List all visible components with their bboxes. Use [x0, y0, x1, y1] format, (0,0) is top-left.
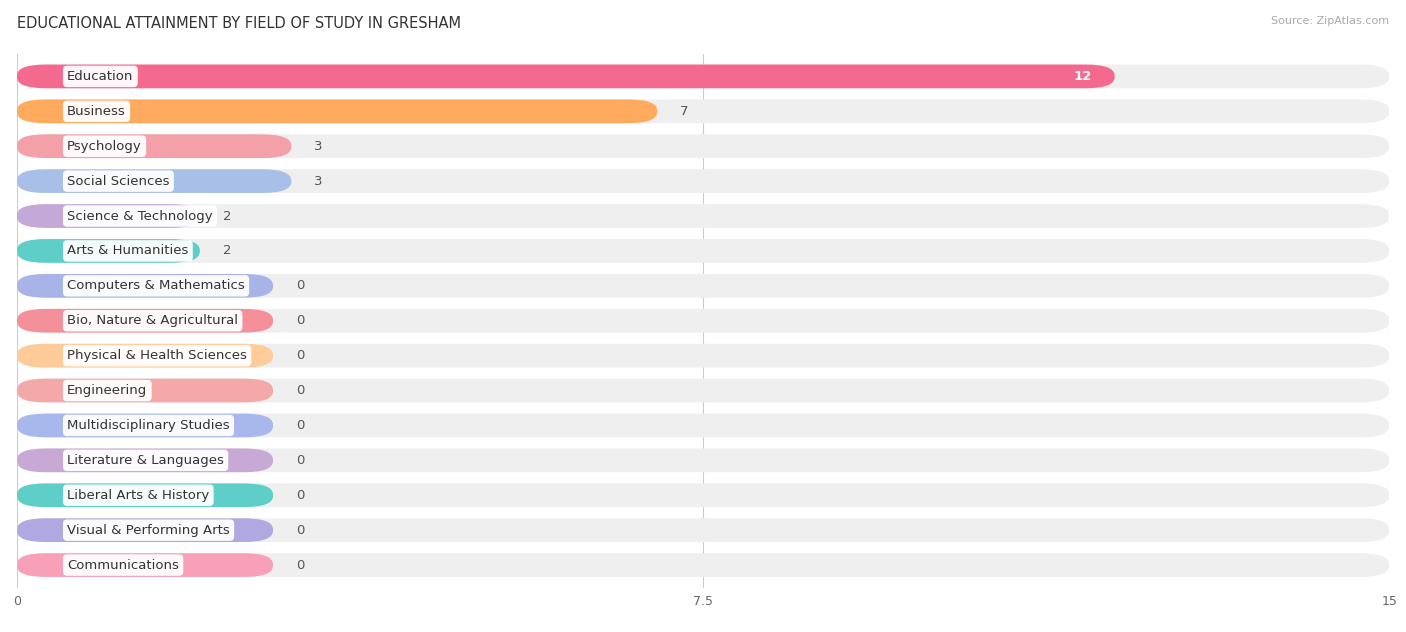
Text: 0: 0	[295, 559, 304, 571]
FancyBboxPatch shape	[17, 413, 1389, 437]
FancyBboxPatch shape	[17, 413, 273, 437]
FancyBboxPatch shape	[17, 99, 1389, 123]
Text: 7: 7	[681, 105, 689, 118]
Text: Computers & Mathematics: Computers & Mathematics	[67, 279, 245, 293]
Text: Multidisciplinary Studies: Multidisciplinary Studies	[67, 419, 229, 432]
Text: 0: 0	[295, 454, 304, 467]
Text: Bio, Nature & Agricultural: Bio, Nature & Agricultural	[67, 314, 238, 327]
Text: Visual & Performing Arts: Visual & Performing Arts	[67, 524, 231, 537]
Text: EDUCATIONAL ATTAINMENT BY FIELD OF STUDY IN GRESHAM: EDUCATIONAL ATTAINMENT BY FIELD OF STUDY…	[17, 16, 461, 31]
FancyBboxPatch shape	[17, 449, 273, 472]
Text: Engineering: Engineering	[67, 384, 148, 397]
Text: Liberal Arts & History: Liberal Arts & History	[67, 489, 209, 502]
Text: Communications: Communications	[67, 559, 179, 571]
Text: 0: 0	[295, 524, 304, 537]
FancyBboxPatch shape	[17, 204, 1389, 228]
FancyBboxPatch shape	[17, 169, 291, 193]
FancyBboxPatch shape	[17, 553, 1389, 577]
FancyBboxPatch shape	[17, 274, 273, 298]
Text: 12: 12	[1074, 70, 1092, 83]
Text: Physical & Health Sciences: Physical & Health Sciences	[67, 349, 247, 362]
Text: Psychology: Psychology	[67, 140, 142, 153]
FancyBboxPatch shape	[17, 553, 273, 577]
FancyBboxPatch shape	[17, 135, 291, 158]
Text: Arts & Humanities: Arts & Humanities	[67, 245, 188, 257]
Text: Science & Technology: Science & Technology	[67, 210, 212, 222]
Text: 0: 0	[295, 314, 304, 327]
FancyBboxPatch shape	[17, 99, 657, 123]
Text: 0: 0	[295, 349, 304, 362]
Text: Education: Education	[67, 70, 134, 83]
Text: Source: ZipAtlas.com: Source: ZipAtlas.com	[1271, 16, 1389, 26]
FancyBboxPatch shape	[17, 518, 1389, 542]
FancyBboxPatch shape	[17, 64, 1389, 88]
Text: 3: 3	[314, 174, 323, 188]
FancyBboxPatch shape	[17, 449, 1389, 472]
Text: 2: 2	[222, 245, 231, 257]
FancyBboxPatch shape	[17, 483, 1389, 507]
Text: 0: 0	[295, 489, 304, 502]
Text: 0: 0	[295, 279, 304, 293]
Text: Social Sciences: Social Sciences	[67, 174, 170, 188]
FancyBboxPatch shape	[17, 204, 200, 228]
FancyBboxPatch shape	[17, 239, 1389, 263]
FancyBboxPatch shape	[17, 309, 273, 332]
FancyBboxPatch shape	[17, 483, 273, 507]
Text: Literature & Languages: Literature & Languages	[67, 454, 224, 467]
FancyBboxPatch shape	[17, 379, 273, 403]
Text: 2: 2	[222, 210, 231, 222]
FancyBboxPatch shape	[17, 518, 273, 542]
FancyBboxPatch shape	[17, 379, 1389, 403]
FancyBboxPatch shape	[17, 239, 200, 263]
FancyBboxPatch shape	[17, 309, 1389, 332]
FancyBboxPatch shape	[17, 344, 1389, 368]
Text: 0: 0	[295, 419, 304, 432]
Text: Business: Business	[67, 105, 127, 118]
FancyBboxPatch shape	[17, 64, 1115, 88]
Text: 3: 3	[314, 140, 323, 153]
FancyBboxPatch shape	[17, 274, 1389, 298]
FancyBboxPatch shape	[17, 344, 273, 368]
FancyBboxPatch shape	[17, 135, 1389, 158]
FancyBboxPatch shape	[17, 169, 1389, 193]
Text: 0: 0	[295, 384, 304, 397]
